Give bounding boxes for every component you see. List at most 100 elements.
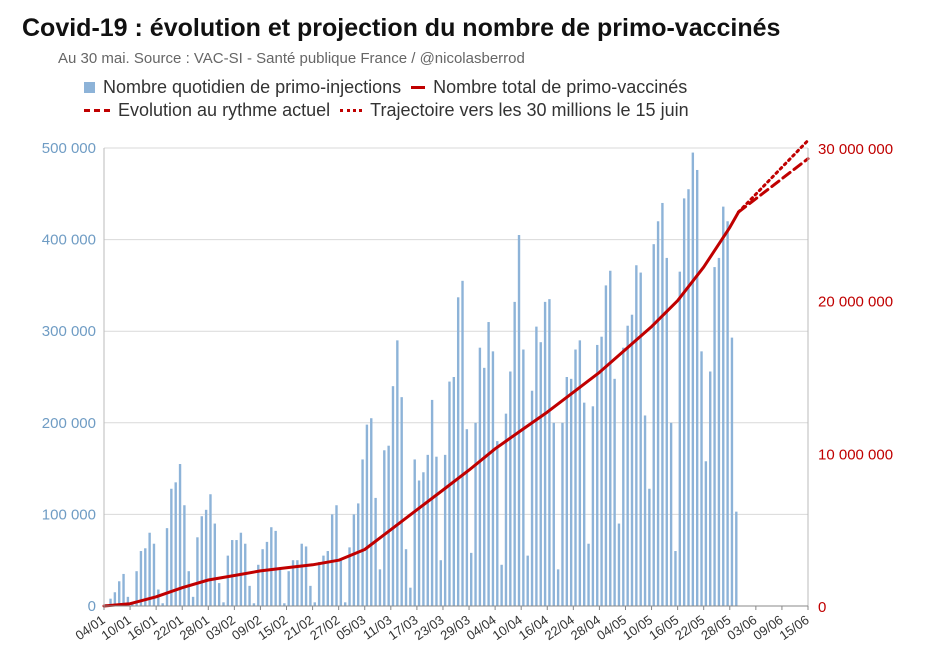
daily-bar <box>183 505 186 606</box>
daily-bar <box>596 344 599 606</box>
daily-bar <box>456 297 460 606</box>
daily-bar <box>730 337 734 606</box>
daily-bar <box>278 567 282 606</box>
daily-bar <box>222 602 225 606</box>
daily-bar <box>717 257 721 606</box>
legend-swatch-dotted <box>340 108 363 112</box>
total-line <box>102 210 740 608</box>
daily-bar <box>483 367 486 606</box>
daily-bar <box>174 482 177 606</box>
daily-bar <box>304 546 308 606</box>
daily-bar <box>735 511 738 606</box>
y-right-tick-label: 20 000 000 <box>818 294 893 311</box>
daily-bar <box>687 189 690 606</box>
daily-bar <box>695 169 699 606</box>
daily-bar <box>682 198 686 606</box>
daily-bar <box>135 571 138 606</box>
daily-bar <box>652 244 655 606</box>
daily-bar <box>530 390 534 606</box>
daily-bar <box>439 560 442 606</box>
daily-bar <box>122 573 125 606</box>
daily-bar <box>665 257 668 606</box>
daily-bar <box>309 585 312 606</box>
y-left-tick-label: 500 000 <box>42 140 96 157</box>
y-left-tick-label: 100 000 <box>42 506 96 523</box>
daily-bar <box>513 301 516 606</box>
legend-item-current-rate: Evolution au rythme actuel <box>84 100 330 121</box>
trajectory-line <box>737 138 810 214</box>
daily-bar <box>231 540 234 606</box>
daily-bar <box>378 569 382 606</box>
y-right-tick-label: 30 000 000 <box>818 141 893 158</box>
legend-label-trajectory: Trajectoire vers les 30 millions le 15 j… <box>370 99 689 120</box>
daily-bar <box>422 472 425 606</box>
daily-bar <box>291 560 295 606</box>
daily-bar <box>539 342 542 606</box>
daily-bar <box>587 543 590 606</box>
legend-swatch-line <box>411 85 426 89</box>
daily-bar <box>722 206 725 606</box>
daily-bar <box>352 514 356 606</box>
daily-bar <box>709 371 712 606</box>
daily-bar <box>161 603 164 606</box>
daily-bar <box>196 537 199 606</box>
daily-bar <box>474 422 477 606</box>
daily-bar <box>152 543 156 606</box>
daily-bar <box>322 555 325 606</box>
daily-bars <box>104 152 738 606</box>
daily-bar <box>178 464 182 606</box>
daily-bar <box>583 402 586 606</box>
daily-bar <box>669 422 673 606</box>
daily-bar <box>252 603 256 606</box>
legend-label-daily: Nombre quotidien de primo-injections <box>103 76 402 97</box>
daily-bar <box>443 454 447 606</box>
daily-bar <box>661 202 664 606</box>
legend-label-current-rate: Evolution au rythme actuel <box>118 99 331 120</box>
daily-bar <box>126 596 130 606</box>
daily-bar <box>239 532 243 606</box>
daily-bar <box>526 555 529 606</box>
daily-bar <box>491 351 495 606</box>
x-tick-label: 15/06 <box>776 612 811 643</box>
daily-bar <box>283 603 286 606</box>
legend-item-total: Nombre total de primo-vaccinés <box>411 77 687 98</box>
daily-bar <box>409 587 412 606</box>
daily-bar <box>556 569 560 606</box>
total-lines <box>102 138 810 608</box>
daily-bar <box>204 509 208 606</box>
daily-bar <box>391 386 395 606</box>
y-left-tick-label: 400 000 <box>42 232 96 249</box>
y-right-tick-label: 10 000 000 <box>818 446 893 463</box>
daily-bar <box>235 540 238 606</box>
daily-bar <box>365 424 369 606</box>
legend-item-trajectory: Trajectoire vers les 30 millions le 15 j… <box>340 99 689 121</box>
daily-bar <box>635 265 638 606</box>
daily-bar <box>144 548 147 606</box>
daily-bar <box>561 422 564 606</box>
daily-bar <box>213 523 217 606</box>
daily-bar <box>270 527 273 606</box>
daily-bar <box>348 547 351 606</box>
daily-bar <box>648 488 651 606</box>
daily-bar <box>265 541 269 606</box>
daily-bar <box>613 378 616 606</box>
daily-bar <box>448 381 451 606</box>
daily-bar <box>504 413 508 606</box>
y-left-tick-label: 200 000 <box>42 415 96 432</box>
daily-bar <box>148 532 151 606</box>
daily-bar <box>509 371 512 606</box>
daily-bar <box>548 299 551 606</box>
daily-bar <box>209 494 212 606</box>
daily-bar <box>165 528 169 606</box>
daily-bar <box>157 589 160 606</box>
daily-bar <box>257 564 260 606</box>
daily-bar <box>639 272 642 606</box>
daily-bar <box>191 596 195 606</box>
daily-bar <box>370 418 373 606</box>
legend-label-total: Nombre total de primo-vaccinés <box>433 76 688 97</box>
daily-bar <box>217 583 221 606</box>
daily-bar <box>261 549 264 606</box>
daily-bar <box>643 415 647 606</box>
daily-bar <box>552 422 555 606</box>
